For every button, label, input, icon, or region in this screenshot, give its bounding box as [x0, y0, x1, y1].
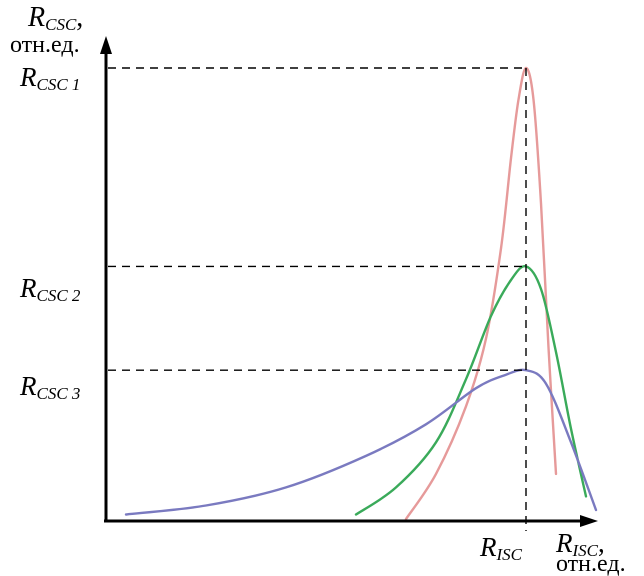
- x-tick-label: RISC: [479, 532, 523, 564]
- guides-layer: [108, 67, 527, 531]
- series-line-2: [354, 265, 588, 516]
- y-tick-label: RCSC 3: [19, 371, 80, 403]
- y-axis-title: RCSC,: [27, 2, 83, 34]
- x-axis-arrow-icon: [580, 515, 598, 527]
- x-axis-title: RISC,: [555, 528, 605, 560]
- axes: [100, 36, 598, 527]
- series-line-1: [404, 66, 558, 521]
- y-tick-label: RCSC 2: [19, 273, 81, 305]
- series-layer: [124, 66, 598, 521]
- y-axis-arrow-icon: [100, 36, 112, 54]
- x-axis-unit: отн.ед.: [556, 551, 626, 576]
- y-axis-unit: отн.ед.: [10, 32, 80, 58]
- series-line-3: [124, 368, 598, 516]
- y-tick-label: RCSC 1: [19, 62, 80, 94]
